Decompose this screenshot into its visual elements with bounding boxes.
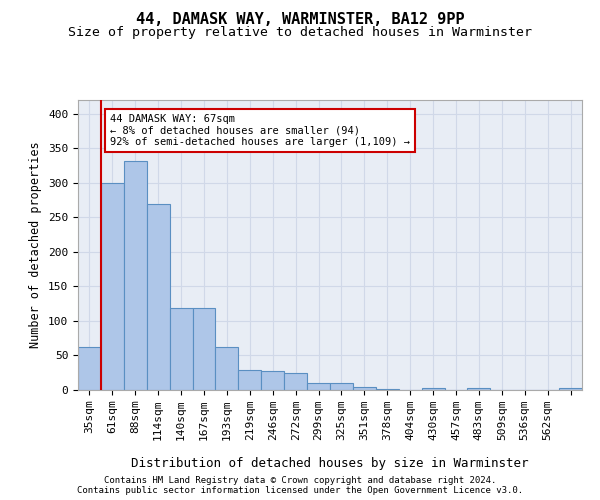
Bar <box>307 383 330 390</box>
Text: Contains HM Land Registry data © Crown copyright and database right 2024.: Contains HM Land Registry data © Crown c… <box>104 476 496 485</box>
Bar <box>422 388 445 390</box>
Bar <box>147 204 170 390</box>
Text: 44, DAMASK WAY, WARMINSTER, BA12 9PP: 44, DAMASK WAY, WARMINSTER, BA12 9PP <box>136 12 464 28</box>
Text: Distribution of detached houses by size in Warminster: Distribution of detached houses by size … <box>131 458 529 470</box>
Bar <box>284 372 307 390</box>
Bar <box>261 370 284 390</box>
Bar <box>124 161 147 390</box>
Bar <box>215 346 238 390</box>
Bar <box>467 388 490 390</box>
Bar <box>101 183 124 390</box>
Bar <box>78 347 101 390</box>
Bar <box>330 383 353 390</box>
Bar <box>559 388 582 390</box>
Bar <box>376 388 399 390</box>
Bar <box>353 386 376 390</box>
Bar <box>193 308 215 390</box>
Text: Size of property relative to detached houses in Warminster: Size of property relative to detached ho… <box>68 26 532 39</box>
Text: Contains public sector information licensed under the Open Government Licence v3: Contains public sector information licen… <box>77 486 523 495</box>
Y-axis label: Number of detached properties: Number of detached properties <box>29 142 43 348</box>
Text: 44 DAMASK WAY: 67sqm
← 8% of detached houses are smaller (94)
92% of semi-detach: 44 DAMASK WAY: 67sqm ← 8% of detached ho… <box>110 114 410 147</box>
Bar <box>238 370 261 390</box>
Bar <box>170 308 193 390</box>
